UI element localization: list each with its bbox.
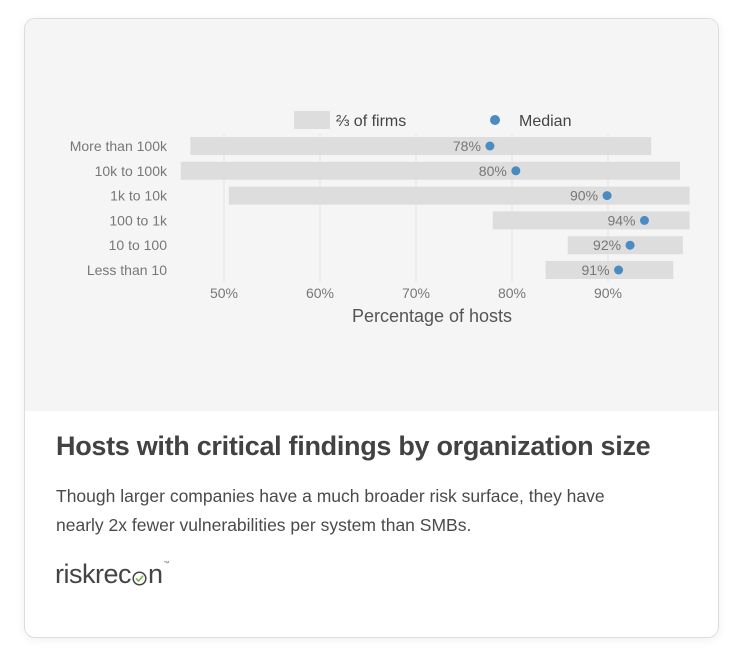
category-label-5: Less than 10 (87, 262, 167, 278)
range-bar-4 (567, 236, 683, 255)
legend-median-dot (490, 115, 500, 125)
median-dot-2 (602, 191, 612, 201)
range-bar-0 (190, 137, 652, 155)
median-label-5: 91% (582, 262, 610, 278)
legend-range-label: ⅔ of firms (336, 113, 406, 130)
median-label-0: 78% (453, 138, 481, 154)
logo-trademark: ™ (163, 561, 170, 567)
median-label-3: 94% (607, 212, 635, 228)
x-tick-label-4: 90% (594, 285, 622, 301)
median-dot-1 (511, 166, 521, 176)
dot-range-chart: ⅔ of firms Median More than 100k 78% 10k to … (70, 111, 690, 326)
category-label-0: More than 100k (70, 138, 168, 154)
legend-range-swatch (294, 111, 330, 129)
median-label-4: 92% (593, 237, 621, 253)
category-label-1: 10k to 100k (95, 163, 168, 179)
range-bar-5 (545, 261, 674, 279)
x-tick-label-1: 60% (306, 285, 334, 301)
x-axis-label: Percentage of hosts (352, 306, 512, 326)
chart-area: ⅔ of firms Median More than 100k 78% 10k to … (25, 19, 718, 411)
median-dot-4 (625, 240, 635, 250)
x-tick-label-3: 80% (498, 285, 526, 301)
legend-median-label: Median (519, 113, 571, 130)
median-label-1: 80% (479, 163, 507, 179)
category-label-2: 1k to 10k (110, 188, 168, 204)
logo-text-prefix: riskrec (55, 559, 132, 589)
range-bar-3 (492, 211, 690, 230)
card-description: Though larger companies have a much broa… (56, 486, 605, 535)
range-bar-1 (180, 161, 681, 180)
median-dot-0 (485, 141, 495, 151)
x-tick-label-0: 50% (210, 285, 238, 301)
median-dot-3 (639, 215, 649, 225)
range-bar-2 (228, 186, 690, 205)
category-label-3: 100 to 1k (109, 212, 168, 228)
category-label-4: 10 to 100 (109, 237, 168, 253)
logo-check-icon (132, 571, 147, 586)
x-tick-label-2: 70% (402, 285, 430, 301)
logo-text-suffix: n (148, 559, 163, 589)
card-title: Hosts with critical findings by organiza… (56, 431, 651, 461)
median-label-2: 90% (570, 188, 598, 204)
median-dot-5 (614, 265, 624, 275)
riskrecon-logo: riskrec n ™ (55, 559, 170, 589)
chart-card: ⅔ of firms Median More than 100k 78% 10k to … (24, 18, 719, 638)
